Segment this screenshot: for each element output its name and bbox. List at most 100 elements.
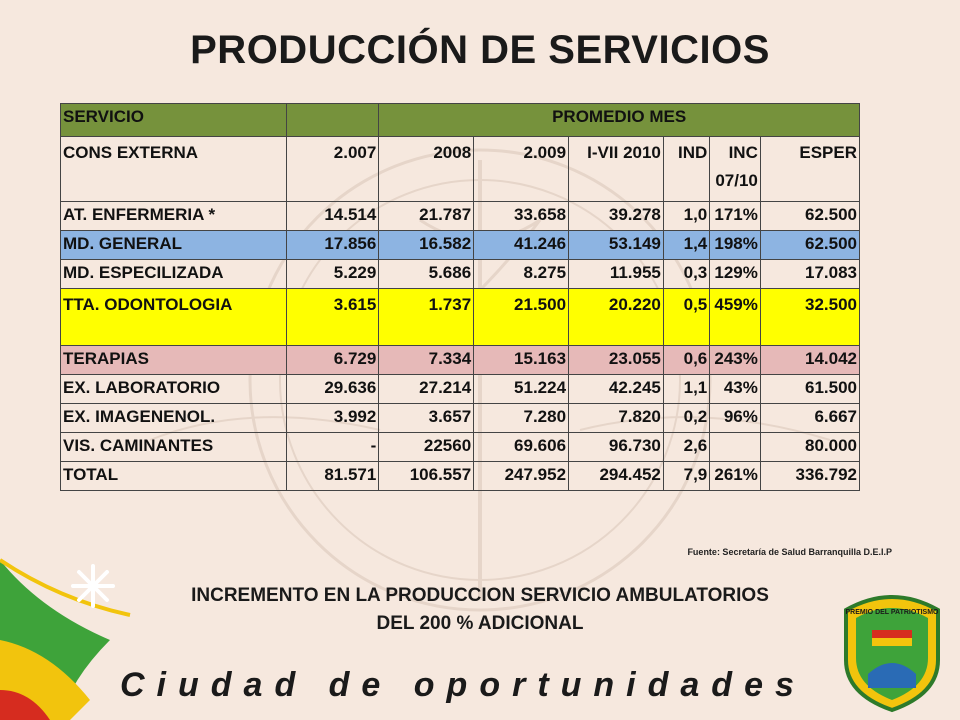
table-cell: 7,9: [662, 461, 711, 491]
subheader-cell: IND: [662, 136, 711, 202]
table-cell: 51.224: [473, 374, 570, 404]
tagline: Ciudad de oportunidades: [120, 666, 806, 704]
table-cell: TTA. ODONTOLOGIA: [60, 288, 287, 346]
table-cell: 0,2: [662, 403, 711, 433]
table-cell: -: [285, 432, 380, 462]
table-cell: 0,6: [662, 345, 711, 375]
table-cell: 459%: [709, 288, 761, 346]
table-cell: VIS. CAMINANTES: [60, 432, 287, 462]
table-cell: 41.246: [473, 230, 570, 260]
table-cell: 42.245: [568, 374, 664, 404]
table-cell: 198%: [709, 230, 761, 260]
table-cell: 15.163: [473, 345, 570, 375]
table-cell: 16.582: [378, 230, 475, 260]
table-cell: 6.729: [285, 345, 380, 375]
table-cell: 11.955: [568, 259, 664, 289]
table-cell: 129%: [709, 259, 761, 289]
subheader-cell: INC 07/10: [709, 136, 761, 202]
source-note: Fuente: Secretaría de Salud Barranquilla…: [687, 547, 892, 557]
table-cell: 171%: [709, 201, 761, 231]
table-cell: 81.571: [285, 461, 380, 491]
table-cell: 62.500: [759, 201, 861, 231]
table-cell: 22560: [378, 432, 475, 462]
header-servicio: SERVICIO: [60, 103, 287, 137]
table-cell: 14.514: [285, 201, 380, 231]
table-cell: 1,4: [662, 230, 711, 260]
table-header-row: SERVICIO PROMEDIO MES: [60, 103, 860, 137]
table-row: MD. ESPECILIZADA 5.229 5.686 8.275 11.95…: [60, 259, 861, 289]
table-cell: TERAPIAS: [60, 345, 287, 375]
summary-line-1: INCREMENTO EN LA PRODUCCION SERVICIO AMB…: [191, 585, 769, 606]
table-cell: 39.278: [568, 201, 664, 231]
table-cell: EX. IMAGENENOL.: [60, 403, 287, 433]
table-cell: 243%: [709, 345, 761, 375]
table-cell: 21.787: [378, 201, 475, 231]
table-cell: 33.658: [473, 201, 570, 231]
table-row: TTA. ODONTOLOGIA 3.615 1.737 21.500 20.2…: [60, 288, 861, 346]
subheader-cell: I-VII 2010: [568, 136, 664, 202]
table-cell: 3.657: [378, 403, 475, 433]
header-promedio-mes: PROMEDIO MES: [378, 103, 860, 137]
table-cell: 96%: [709, 403, 761, 433]
subheader-cell: 2008: [378, 136, 475, 202]
table-row: EX. IMAGENENOL. 3.992 3.657 7.280 7.820 …: [60, 403, 861, 433]
table-row: MD. GENERAL 17.856 16.582 41.246 53.149 …: [60, 230, 861, 260]
table-row: AT. ENFERMERIA * 14.514 21.787 33.658 39…: [60, 201, 861, 231]
table-cell: 6.667: [759, 403, 861, 433]
table-cell: MD. ESPECILIZADA: [60, 259, 287, 289]
table-cell: 2,6: [662, 432, 711, 462]
table-cell: 261%: [709, 461, 761, 491]
subheader-cell: ESPER: [759, 136, 861, 202]
table-cell: TOTAL: [60, 461, 287, 491]
table-cell: 53.149: [568, 230, 664, 260]
table-cell: 3.615: [285, 288, 380, 346]
table-cell: 14.042: [759, 345, 861, 375]
table-row: EX. LABORATORIO 29.636 27.214 51.224 42.…: [60, 374, 861, 404]
table-cell: MD. GENERAL: [60, 230, 287, 260]
table-cell: 62.500: [759, 230, 861, 260]
table-cell: 247.952: [473, 461, 570, 491]
table-row-total: TOTAL 81.571 106.557 247.952 294.452 7,9…: [60, 461, 861, 491]
table-cell: 1,1: [662, 374, 711, 404]
table-cell: 7.820: [568, 403, 664, 433]
table-cell: 7.280: [473, 403, 570, 433]
table-cell: 336.792: [759, 461, 861, 491]
city-seal-logo: PREMIO DEL PATRIOTISMO: [844, 595, 940, 713]
summary-text: INCREMENTO EN LA PRODUCCION SERVICIO AMB…: [0, 582, 960, 638]
table-cell: 29.636: [285, 374, 380, 404]
table-cell: 106.557: [378, 461, 475, 491]
table-cell: 5.229: [285, 259, 380, 289]
table-row: VIS. CAMINANTES - 22560 69.606 96.730 2,…: [60, 432, 861, 462]
services-table: SERVICIO PROMEDIO MES CONS EXTERNA 2.007…: [60, 103, 861, 491]
table-cell: 43%: [709, 374, 761, 404]
subheader-cell: 2.009: [473, 136, 570, 202]
summary-line-2: DEL 200 % ADICIONAL: [376, 613, 584, 634]
table-cell: 7.334: [378, 345, 475, 375]
table-cell: EX. LABORATORIO: [60, 374, 287, 404]
table-cell: 20.220: [568, 288, 664, 346]
table-cell: 294.452: [568, 461, 664, 491]
table-subheader-row: CONS EXTERNA 2.007 2008 2.009 I-VII 2010…: [60, 136, 861, 202]
table-cell: AT. ENFERMERIA *: [60, 201, 287, 231]
table-cell: 8.275: [473, 259, 570, 289]
table-cell: 0,5: [662, 288, 711, 346]
table-cell: 1,0: [662, 201, 711, 231]
table-cell: [709, 432, 761, 462]
page-title: PRODUCCIÓN DE SERVICIOS: [190, 28, 770, 72]
table-row: TERAPIAS 6.729 7.334 15.163 23.055 0,6 2…: [60, 345, 861, 375]
table-cell: 3.992: [285, 403, 380, 433]
seal-text: PREMIO DEL PATRIOTISMO: [846, 609, 940, 616]
subheader-cell: CONS EXTERNA: [60, 136, 287, 202]
table-cell: 17.083: [759, 259, 861, 289]
table-cell: 17.856: [285, 230, 380, 260]
table-cell: 61.500: [759, 374, 861, 404]
table-cell: 27.214: [378, 374, 475, 404]
table-cell: 21.500: [473, 288, 570, 346]
table-cell: 96.730: [568, 432, 664, 462]
table-cell: 80.000: [759, 432, 861, 462]
table-cell: 69.606: [473, 432, 570, 462]
table-cell: 1.737: [378, 288, 475, 346]
header-empty: [285, 103, 380, 137]
